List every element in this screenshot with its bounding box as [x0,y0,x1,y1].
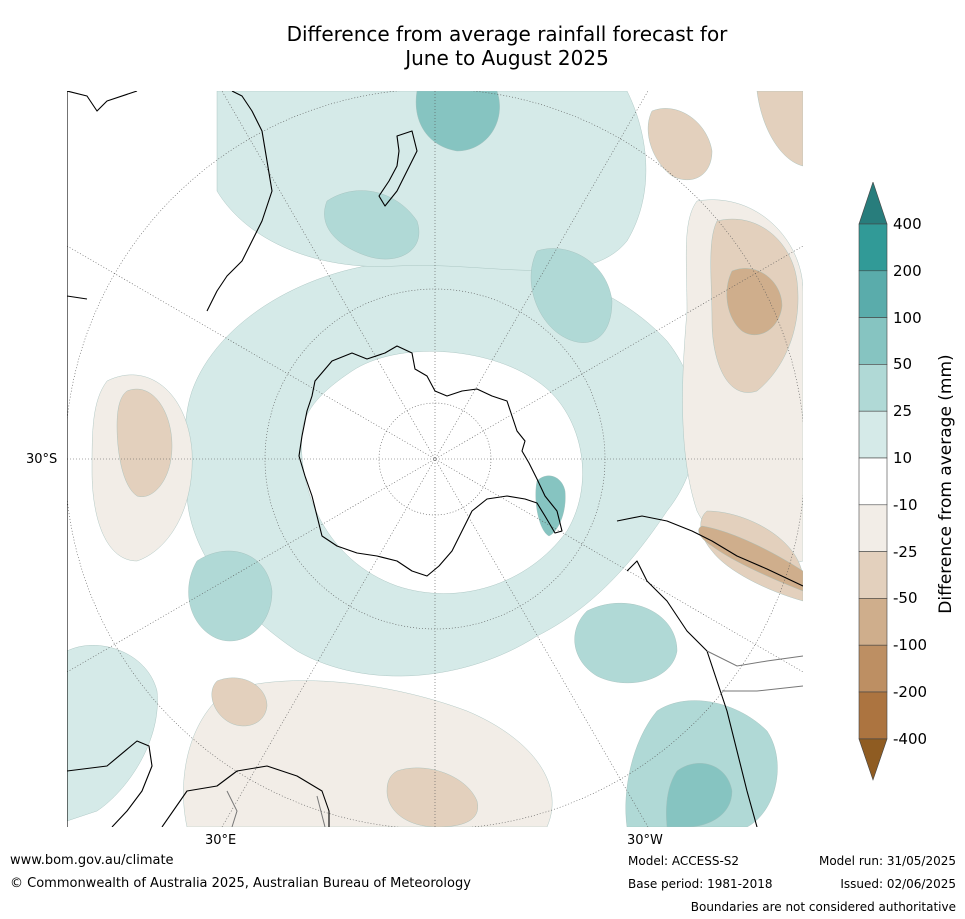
footer-issued: Issued: 02/06/2025 [840,877,956,891]
colorbar-bin-wet-10-25 [858,410,888,459]
graticule [67,91,803,827]
colorbar-bins [858,223,888,740]
wet-region-indian [188,550,273,642]
country-borders [226,650,803,827]
meridian-60a [67,245,803,673]
colorbar-tick-label: -25 [893,542,918,561]
wet-region-north-pacific [216,91,647,271]
meridian-60b [67,245,803,673]
footer-url[interactable]: www.bom.gov.au/climate [10,853,174,868]
colorbar-title: Difference from average (mm) [936,354,956,614]
colorbar-tick-label: 50 [893,355,913,374]
colorbar-tick-label: -10 [893,495,918,514]
map-canvas [67,91,803,827]
wet-region-north-east [530,248,613,343]
wet-region-west [67,645,158,822]
colorbar-bin-wet-100-200 [858,270,888,318]
meridian-30b [221,91,649,827]
colorbar-bin-neutral [858,457,888,506]
map-title-line1: Difference from average rainfall forecas… [286,22,728,46]
dry-region-east-atlantic-inner [726,268,783,335]
dry-region-north-east-corner [756,91,803,167]
lon-label-30e: 30°E [205,833,237,848]
antarctica-coastline [298,345,563,577]
colorbar-tick-label: 10 [893,449,913,467]
border-australia [226,790,326,827]
southern-australia-coastline [161,765,330,827]
madagascar-coastline [206,91,273,312]
rainfall-map [67,91,803,827]
colorbar-tick-label: 200 [893,261,922,280]
colorbar-bin-dry-200-400 [858,691,888,740]
wet-region-tasman [324,190,420,260]
dry-region-south-west [211,677,268,727]
dry-region-pacific-ne [647,108,713,180]
footer-copyright: © Commonwealth of Australia 2025, Austra… [10,876,471,891]
colorbar-tick-label: -200 [893,683,928,701]
dry-region-south-america-band [698,525,803,592]
colorbar-bin-dry-10-25 [858,504,888,552]
colorbar-extend-dry [858,738,888,781]
dry-region-indian-core [116,388,173,497]
colorbar-bin-dry-25-50 [858,551,888,599]
western-coastline [67,91,88,827]
colorbar-tick-label: -100 [893,636,928,655]
wet-region-south-atlantic [574,602,678,683]
colorbar-bin-wet-200-400 [858,223,888,272]
rainfall-anomaly-shading [67,91,803,827]
colorbar-tick-label: 100 [893,308,922,327]
colorbar-extend-wet [858,182,888,225]
lat-label-30s: 30°S [26,452,58,467]
colorbar-tick-label: 25 [893,402,913,421]
footer-disclaimer: Boundaries are not considered authoritat… [690,900,956,914]
colorbar-bin-wet-25-50 [858,364,888,412]
border-south-america [706,650,803,692]
colorbar-bin-dry-100-200 [858,644,888,693]
meridian-30a [221,91,649,827]
colorbar-tick-label: -400 [893,729,928,748]
lon-label-30w: 30°W [627,833,663,848]
colorbar [858,182,888,781]
colorbar-tick-label: -50 [893,589,918,608]
map-title-line2: June to August 2025 [405,46,609,70]
footer-model: Model: ACCESS-S2 [628,854,740,868]
wet-region-south-america-core [666,763,733,827]
australia-coastline [67,740,153,827]
dry-region-south-core [386,767,478,827]
new-zealand-coastline [378,130,418,207]
colorbar-tick-label: 400 [893,215,922,233]
africa-coastline [67,91,138,112]
colorbar-bin-dry-50-100 [858,598,888,646]
wet-region-pacific-centre [415,91,500,152]
footer-model-run: Model run: 31/05/2025 [818,854,956,868]
map-title: Difference from average rainfall forecas… [0,22,965,70]
footer-base-period: Base period: 1981-2018 [628,877,773,891]
colorbar-bin-wet-50-100 [858,317,888,365]
